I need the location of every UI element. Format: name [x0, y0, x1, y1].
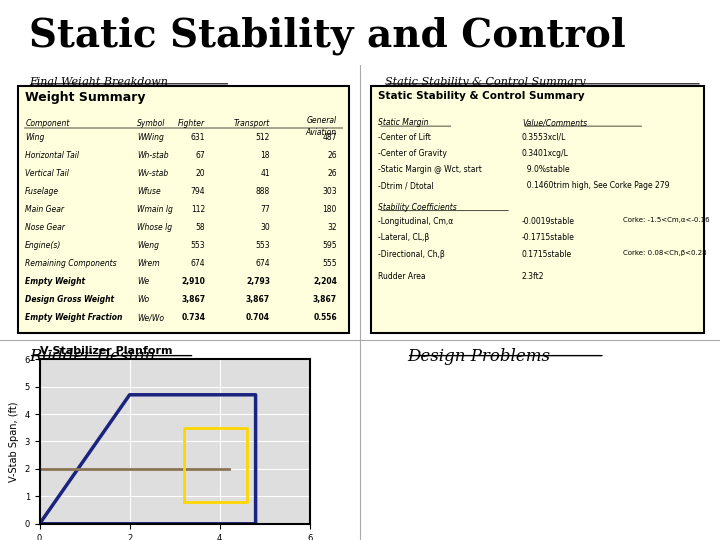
Text: 0.734: 0.734	[181, 313, 205, 322]
Text: 180: 180	[323, 205, 337, 214]
Text: 26: 26	[328, 169, 337, 178]
Text: 674: 674	[191, 259, 205, 268]
Text: We: We	[137, 277, 149, 286]
Text: -Center of Lift: -Center of Lift	[378, 133, 431, 142]
Text: Main Gear: Main Gear	[25, 205, 64, 214]
Text: Component: Component	[25, 119, 70, 129]
Text: 888: 888	[256, 187, 270, 196]
Text: -Directional, Ch,β: -Directional, Ch,β	[378, 249, 445, 259]
Text: Fuselage: Fuselage	[25, 187, 59, 196]
Text: 2,793: 2,793	[246, 277, 270, 286]
Text: 3,867: 3,867	[246, 295, 270, 304]
Text: Corke: -1.5<Cm,α<-0.16: Corke: -1.5<Cm,α<-0.16	[623, 217, 709, 224]
Text: Whose lg: Whose lg	[137, 223, 172, 232]
Text: Static Stability and Control: Static Stability and Control	[29, 16, 626, 55]
Text: 2,910: 2,910	[181, 277, 205, 286]
Text: -Longitudinal, Cm,α: -Longitudinal, Cm,α	[378, 217, 454, 226]
Text: 3,867: 3,867	[181, 295, 205, 304]
Text: Empty Weight Fraction: Empty Weight Fraction	[25, 313, 122, 322]
Text: Corke: 0.08<Ch,β<0.28: Corke: 0.08<Ch,β<0.28	[623, 249, 706, 255]
Text: 30: 30	[260, 223, 270, 232]
Text: Static Stability & Control Summary: Static Stability & Control Summary	[385, 77, 585, 87]
Text: 0.3553xcl/L: 0.3553xcl/L	[522, 133, 567, 142]
Text: Design Gross Weight: Design Gross Weight	[25, 295, 114, 304]
Text: 595: 595	[323, 241, 337, 250]
Text: Wrem: Wrem	[137, 259, 159, 268]
Text: 631: 631	[191, 133, 205, 142]
Text: Value/Comments: Value/Comments	[522, 118, 587, 127]
Text: Horizontal Tail: Horizontal Tail	[25, 151, 79, 160]
Text: Design Problems: Design Problems	[407, 348, 550, 364]
Text: 77: 77	[260, 205, 270, 214]
Text: Final Weight Breakdown: Final Weight Breakdown	[29, 77, 168, 87]
Text: Static Margin: Static Margin	[378, 118, 428, 127]
Text: -Static Margin @ Wct, start: -Static Margin @ Wct, start	[378, 165, 482, 174]
Text: 0.1715stable: 0.1715stable	[522, 249, 572, 259]
Text: 553: 553	[191, 241, 205, 250]
Text: 553: 553	[256, 241, 270, 250]
Text: Weight Summary: Weight Summary	[25, 91, 145, 104]
Text: V-Stabilizer Planform: V-Stabilizer Planform	[40, 346, 172, 355]
Text: 3,867: 3,867	[312, 295, 337, 304]
Text: Wing: Wing	[25, 133, 45, 142]
Text: 2,204: 2,204	[313, 277, 337, 286]
Text: Nose Gear: Nose Gear	[25, 223, 65, 232]
Text: -Dtrim / Dtotal: -Dtrim / Dtotal	[378, 181, 433, 190]
Text: Rudder Design: Rudder Design	[29, 348, 155, 364]
Text: 512: 512	[256, 133, 270, 142]
Text: -Lateral, CL,β: -Lateral, CL,β	[378, 233, 429, 242]
Text: Empty Weight: Empty Weight	[25, 277, 86, 286]
Text: Wh-stab: Wh-stab	[137, 151, 168, 160]
FancyBboxPatch shape	[371, 86, 704, 333]
Text: 555: 555	[323, 259, 337, 268]
Text: 0.3401xcg/L: 0.3401xcg/L	[522, 149, 569, 158]
Text: Engine(s): Engine(s)	[25, 241, 62, 250]
Text: General: General	[307, 116, 337, 125]
Text: Wv-stab: Wv-stab	[137, 169, 168, 178]
Text: Remaining Components: Remaining Components	[25, 259, 117, 268]
Text: Transport: Transport	[234, 119, 270, 129]
Text: 67: 67	[195, 151, 205, 160]
Text: Fighter: Fighter	[178, 119, 205, 129]
Text: We/Wo: We/Wo	[137, 313, 164, 322]
Text: 18: 18	[261, 151, 270, 160]
Text: Weng: Weng	[137, 241, 159, 250]
Text: 2.3ft2: 2.3ft2	[522, 272, 544, 280]
Text: 487: 487	[323, 133, 337, 142]
Text: Rudder Area: Rudder Area	[378, 272, 426, 280]
Text: 112: 112	[191, 205, 205, 214]
Text: Wfuse: Wfuse	[137, 187, 161, 196]
Text: 9.0%stable: 9.0%stable	[522, 165, 570, 174]
Text: Static Stability & Control Summary: Static Stability & Control Summary	[378, 91, 585, 101]
Text: 0.1460trim high, See Corke Page 279: 0.1460trim high, See Corke Page 279	[522, 181, 670, 190]
Text: 20: 20	[196, 169, 205, 178]
Text: Stability Coefficients: Stability Coefficients	[378, 203, 456, 212]
Text: 674: 674	[256, 259, 270, 268]
Text: WWing: WWing	[137, 133, 163, 142]
Text: -0.1715stable: -0.1715stable	[522, 233, 575, 242]
Text: -0.0019stable: -0.0019stable	[522, 217, 575, 226]
Text: 303: 303	[323, 187, 337, 196]
Text: 0.704: 0.704	[246, 313, 270, 322]
Text: 0.556: 0.556	[313, 313, 337, 322]
Text: Aviation: Aviation	[306, 128, 337, 137]
Text: Symbol: Symbol	[137, 119, 165, 129]
Y-axis label: V-Stab Span, (ft): V-Stab Span, (ft)	[9, 401, 19, 482]
Text: 32: 32	[328, 223, 337, 232]
Text: -Center of Gravity: -Center of Gravity	[378, 149, 447, 158]
Text: 41: 41	[261, 169, 270, 178]
Text: Vertical Tail: Vertical Tail	[25, 169, 69, 178]
FancyBboxPatch shape	[18, 86, 349, 333]
Text: 58: 58	[196, 223, 205, 232]
Text: 26: 26	[328, 151, 337, 160]
Text: Wo: Wo	[137, 295, 149, 304]
Text: Wmain lg: Wmain lg	[137, 205, 173, 214]
Text: 794: 794	[191, 187, 205, 196]
